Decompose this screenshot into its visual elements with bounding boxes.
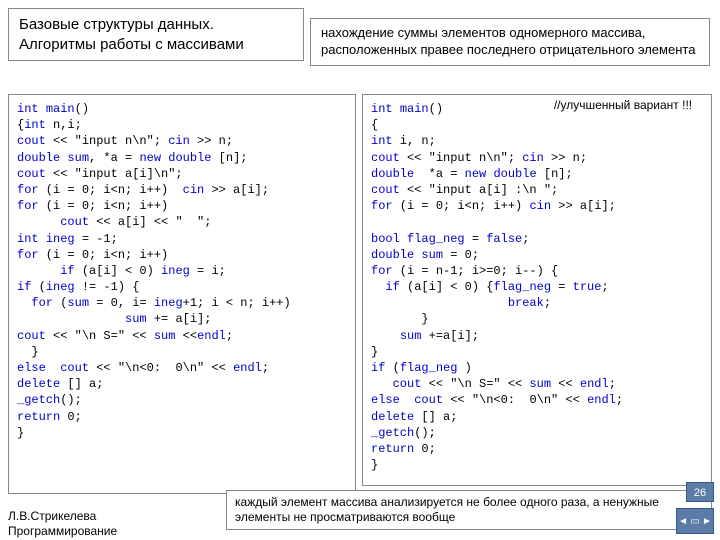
author-course: Программирование: [8, 524, 117, 538]
bottom-note: каждый элемент массива анализируется не …: [226, 490, 712, 530]
title-line2: Алгоритмы работы с массивами: [19, 36, 244, 53]
improved-comment: //улучшенный вариант !!!: [538, 98, 708, 112]
nav-next-icon: ►: [702, 516, 712, 527]
title-line1: Базовые структуры данных.: [19, 16, 214, 33]
nav-prev-icon: ◄: [678, 516, 688, 527]
author-name: Л.В.Стрикелева: [8, 509, 96, 523]
nav-screen-icon: ▭: [690, 516, 699, 527]
task-description: нахождение суммы элементов одномерного м…: [310, 18, 710, 66]
slide-title: Базовые структуры данных. Алгоритмы рабо…: [8, 8, 304, 61]
code-block-right: int main() { int i, n; cout << "input n\…: [362, 94, 712, 486]
footer-author: Л.В.Стрикелева Программирование: [8, 509, 117, 538]
page-number-badge: 26: [686, 482, 714, 502]
code-block-left: int main() {int n,i; cout << "input n\n"…: [8, 94, 356, 494]
nav-icon[interactable]: ◄ ▭ ►: [676, 508, 714, 534]
